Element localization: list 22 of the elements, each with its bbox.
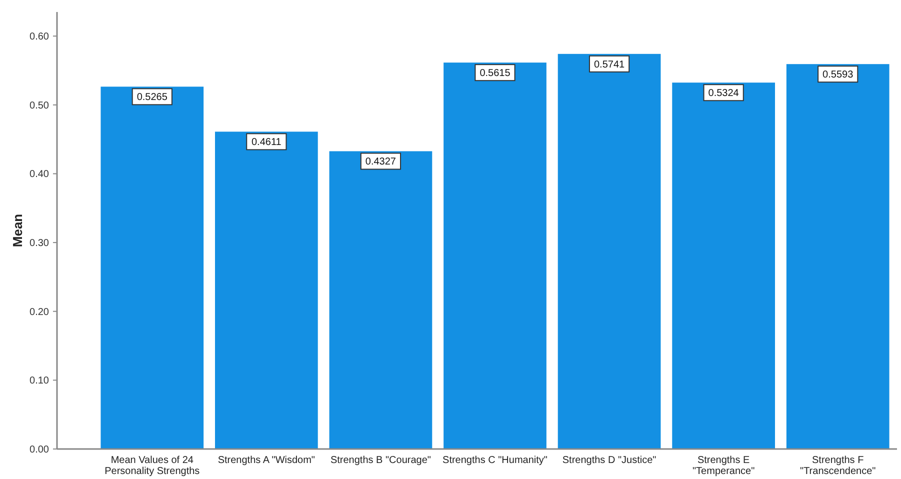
- x-tick-label: Strengths F "Transcendence": [800, 455, 876, 477]
- y-tick-label: 0.20: [30, 306, 50, 318]
- x-tick-label: Strengths D "Justice": [562, 455, 657, 466]
- x-tick-label: Strengths B "Courage": [330, 455, 432, 466]
- y-tick-label: 0.40: [30, 169, 50, 180]
- y-tick-label: 0.00: [30, 444, 50, 456]
- y-tick-label: 0.10: [30, 376, 50, 387]
- y-tick-label: 0.60: [30, 32, 50, 43]
- y-tick-label: 0.50: [30, 100, 50, 112]
- data-label: 0.4327: [365, 156, 396, 168]
- data-label: 0.5324: [708, 88, 740, 100]
- data-label: 0.4611: [252, 137, 282, 148]
- data-label: 0.5593: [822, 70, 854, 81]
- x-tick-label: Mean Values of 24 Personality Strengths: [104, 455, 200, 477]
- x-tick-label: Strengths E "Temperance": [692, 455, 756, 477]
- x-tick-label: Strengths C "Humanity": [442, 455, 548, 466]
- y-axis-title: Mean: [10, 214, 25, 248]
- x-tick-label: Strengths A "Wisdom": [218, 455, 316, 466]
- data-label: 0.5741: [594, 59, 626, 70]
- data-label: 0.5615: [480, 68, 511, 80]
- y-tick-label: 0.30: [30, 238, 50, 250]
- data-label: 0.5265: [136, 92, 168, 104]
